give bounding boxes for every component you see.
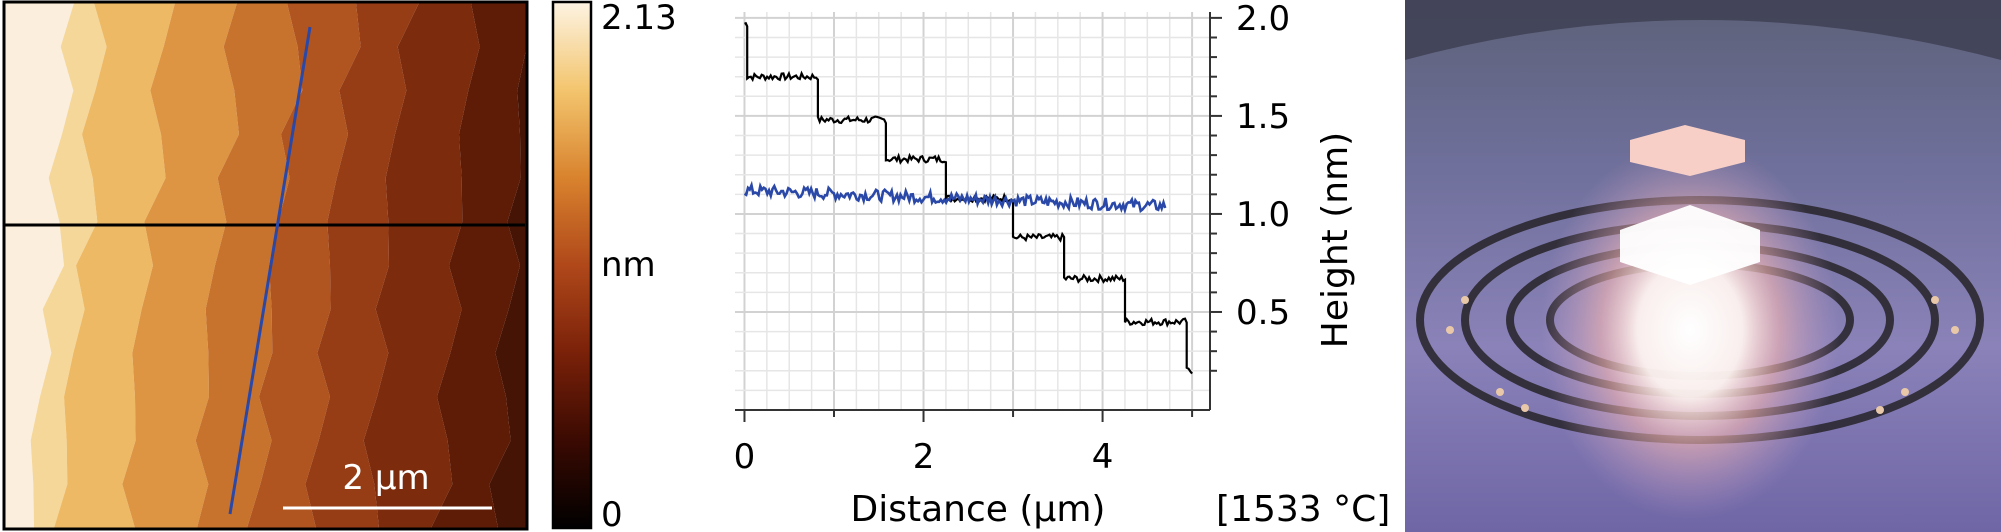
photo-caption: [1533 °C]	[1216, 489, 1390, 530]
y-tick-label: 1.0	[1236, 195, 1290, 235]
afm-terrace	[30, 3, 107, 528]
furnace-photo	[1405, 0, 2001, 532]
colorbar-unit-label: nm	[601, 245, 656, 285]
sample-crystal	[1630, 125, 1745, 176]
y-tick-label: 1.5	[1236, 97, 1290, 137]
afm-terrace	[122, 3, 239, 528]
colorbar-min-label: 0	[601, 495, 623, 532]
y-tick-label: 2.0	[1236, 0, 1290, 39]
afm-terrace	[5, 3, 74, 528]
afm-terrace	[489, 3, 526, 528]
colorbar: 2.13 nm 0	[551, 0, 677, 532]
colorbar-max-label: 2.13	[601, 0, 677, 38]
afm-image-frame	[2, 0, 529, 531]
y-tick-label: 0.5	[1236, 293, 1290, 333]
x-tick-label: 4	[1092, 437, 1114, 477]
afm-terrace	[195, 3, 303, 528]
series-lines	[743, 21, 1193, 375]
chart-grid	[735, 12, 1210, 410]
afm-image-panel: 2 µm	[2, 0, 529, 531]
afm-terrace	[54, 3, 175, 528]
x-axis-ticks: 0 2 4	[734, 410, 1194, 477]
heater-glow	[1540, 140, 1840, 520]
y-axis-label: Height (nm)	[1315, 132, 1356, 348]
colorbar-gradient	[551, 0, 593, 530]
afm-terrace-map	[5, 3, 526, 528]
x-tick-label: 2	[913, 437, 935, 477]
chamber-lid	[1405, 0, 2001, 60]
diagonal-profile-line	[228, 26, 312, 515]
afm-terrace	[247, 3, 361, 528]
afm-terrace	[363, 3, 480, 528]
height-profile-chart: 0 2 4 0.5 1.0 1.5 2.0 Distance (µm) Height (n…	[734, 0, 1356, 530]
x-tick-label: 0	[734, 437, 756, 477]
x-axis-label: Distance (µm)	[851, 489, 1106, 530]
series-line-blue	[743, 180, 1167, 215]
sample-holder	[1620, 205, 1760, 285]
scalebar-label: 2 µm	[342, 458, 429, 498]
y-axis-ticks: 0.5 1.0 1.5 2.0	[1210, 0, 1290, 372]
afm-terrace	[305, 3, 419, 528]
afm-terrace	[431, 3, 526, 528]
ring-studs	[1446, 296, 1959, 414]
